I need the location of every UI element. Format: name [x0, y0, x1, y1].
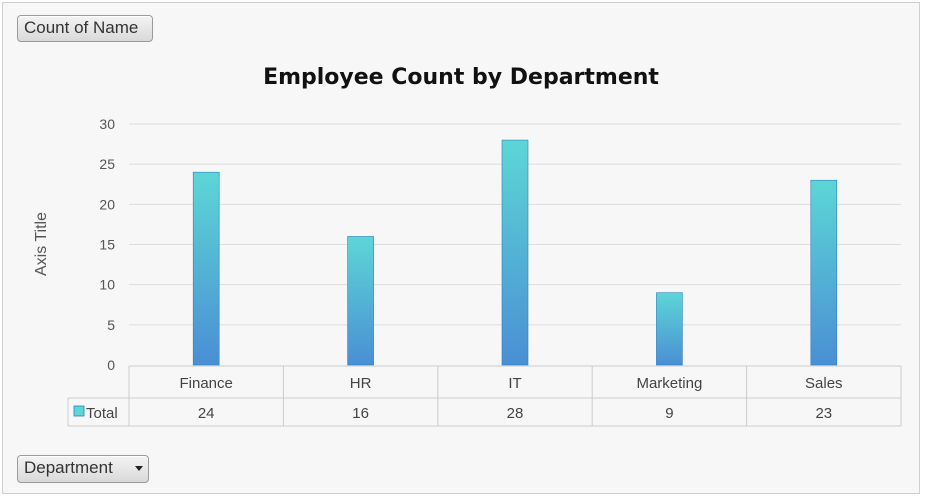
data-table-value: 16	[352, 405, 369, 422]
data-table: Finance 24 HR 16 IT 28 Marketing 9 Sales 23 Total	[67, 365, 902, 427]
series-name-label: Total	[86, 405, 118, 422]
y-tick-label: 0	[107, 357, 115, 373]
bar-hr	[347, 236, 374, 366]
legend-square-icon	[73, 405, 85, 417]
data-table-value: 28	[507, 405, 524, 422]
data-table-value: 9	[665, 405, 673, 422]
y-tick-label: 15	[99, 237, 115, 253]
bar-finance	[192, 171, 220, 366]
y-tick-label: 30	[99, 116, 115, 132]
category-label: Finance	[180, 375, 233, 392]
y-axis-title: Axis Title	[33, 212, 50, 276]
category-label: Sales	[805, 375, 843, 392]
category-label: Marketing	[636, 375, 702, 392]
y-tick-labels: 0 5 10 15 20 25 30	[99, 116, 115, 373]
y-tick-label: 20	[99, 196, 115, 212]
bar-sales	[810, 179, 838, 366]
value-field-label: Count of Name	[24, 18, 139, 37]
axis-field-label: Department	[24, 458, 113, 477]
category-label: HR	[350, 375, 372, 392]
category-label: IT	[508, 375, 521, 392]
bars	[192, 139, 838, 366]
value-field-button[interactable]: Count of Name	[17, 15, 153, 42]
data-table-value: 24	[198, 405, 215, 422]
y-tick-label: 5	[107, 317, 115, 333]
pivot-chart-frame	[2, 2, 920, 494]
bar-it	[501, 139, 529, 366]
chevron-down-icon	[135, 466, 143, 471]
chart-title: Employee Count by Department	[263, 65, 659, 90]
data-table-value: 23	[815, 405, 832, 422]
y-tick-label: 10	[99, 277, 115, 293]
axis-field-dropdown[interactable]: Department	[17, 455, 149, 483]
bar-marketing	[656, 292, 683, 366]
y-tick-label: 25	[99, 156, 115, 172]
